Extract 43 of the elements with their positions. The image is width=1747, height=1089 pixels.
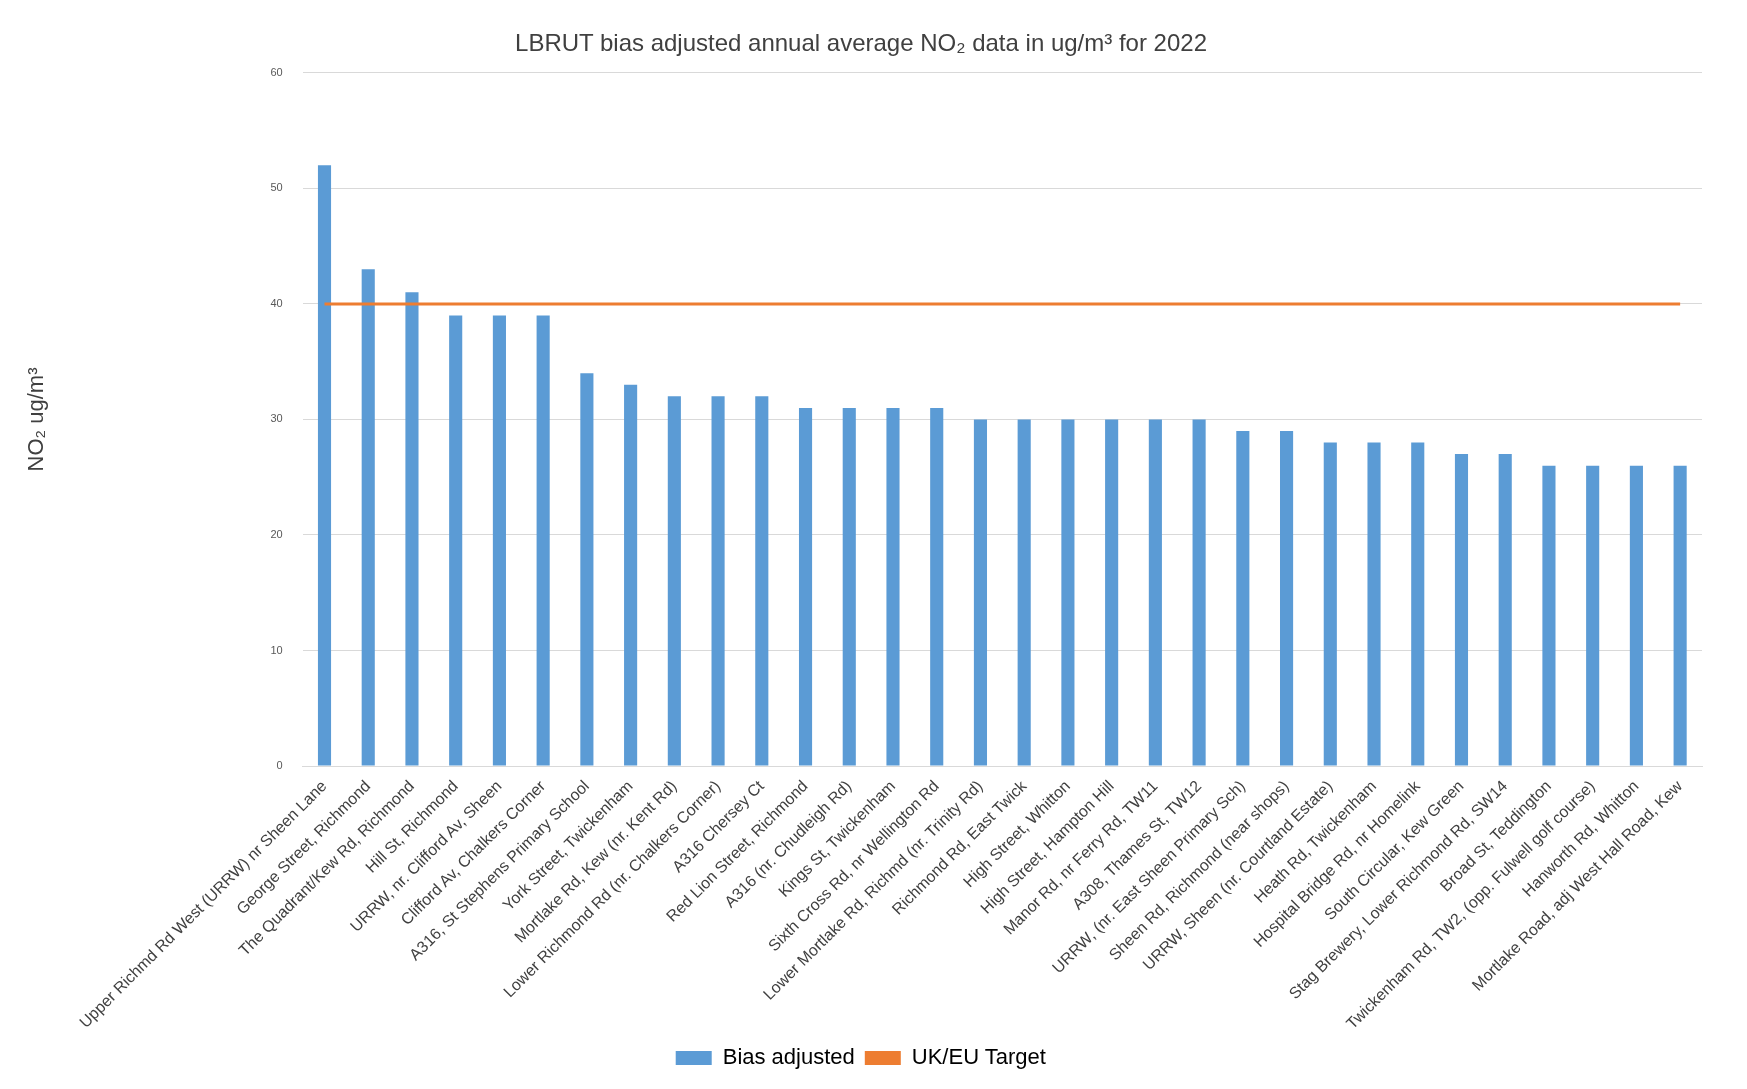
bar (449, 315, 463, 766)
y-axis-title: NO₂ ug/m³ (23, 367, 49, 472)
y-tick-label: 30 (270, 412, 283, 425)
bar (1367, 442, 1381, 766)
bar (798, 407, 813, 766)
bar (1629, 465, 1643, 766)
bar (1323, 442, 1337, 766)
bar (1061, 419, 1075, 766)
y-tick-label: 60 (270, 65, 283, 78)
bar (361, 269, 375, 766)
bar (1498, 454, 1512, 766)
bar (492, 315, 506, 766)
bar (711, 396, 725, 766)
legend-label: UK/EU Target (911, 1044, 1046, 1070)
y-tick-label: 50 (270, 181, 283, 194)
bar (1148, 419, 1162, 766)
chart-title: LBRUT bias adjusted annual average NO₂ data in ug/m³ for 2022 (515, 29, 1207, 57)
bar (973, 419, 988, 766)
y-tick-label: 20 (270, 528, 283, 541)
bar (1236, 431, 1250, 766)
bar (886, 407, 900, 766)
y-tick-label: 40 (270, 296, 283, 309)
bar (1280, 431, 1294, 766)
bar (1542, 465, 1556, 766)
bar (1586, 465, 1600, 766)
bar (1411, 442, 1425, 766)
y-tick-label: 0 (276, 759, 283, 772)
bar (1105, 419, 1119, 766)
bar (1017, 419, 1031, 766)
bar (667, 396, 681, 766)
bar (1454, 454, 1469, 766)
legend-label: Bias adjusted (722, 1044, 855, 1070)
bar (405, 292, 419, 766)
bar (1192, 419, 1206, 766)
bar (624, 384, 638, 766)
bar (580, 373, 594, 766)
bar (842, 407, 856, 766)
bar (1673, 465, 1687, 766)
bar (536, 315, 550, 766)
y-tick-label: 10 (270, 643, 283, 656)
bar (755, 396, 769, 766)
bar (317, 165, 332, 766)
bar (930, 407, 944, 766)
